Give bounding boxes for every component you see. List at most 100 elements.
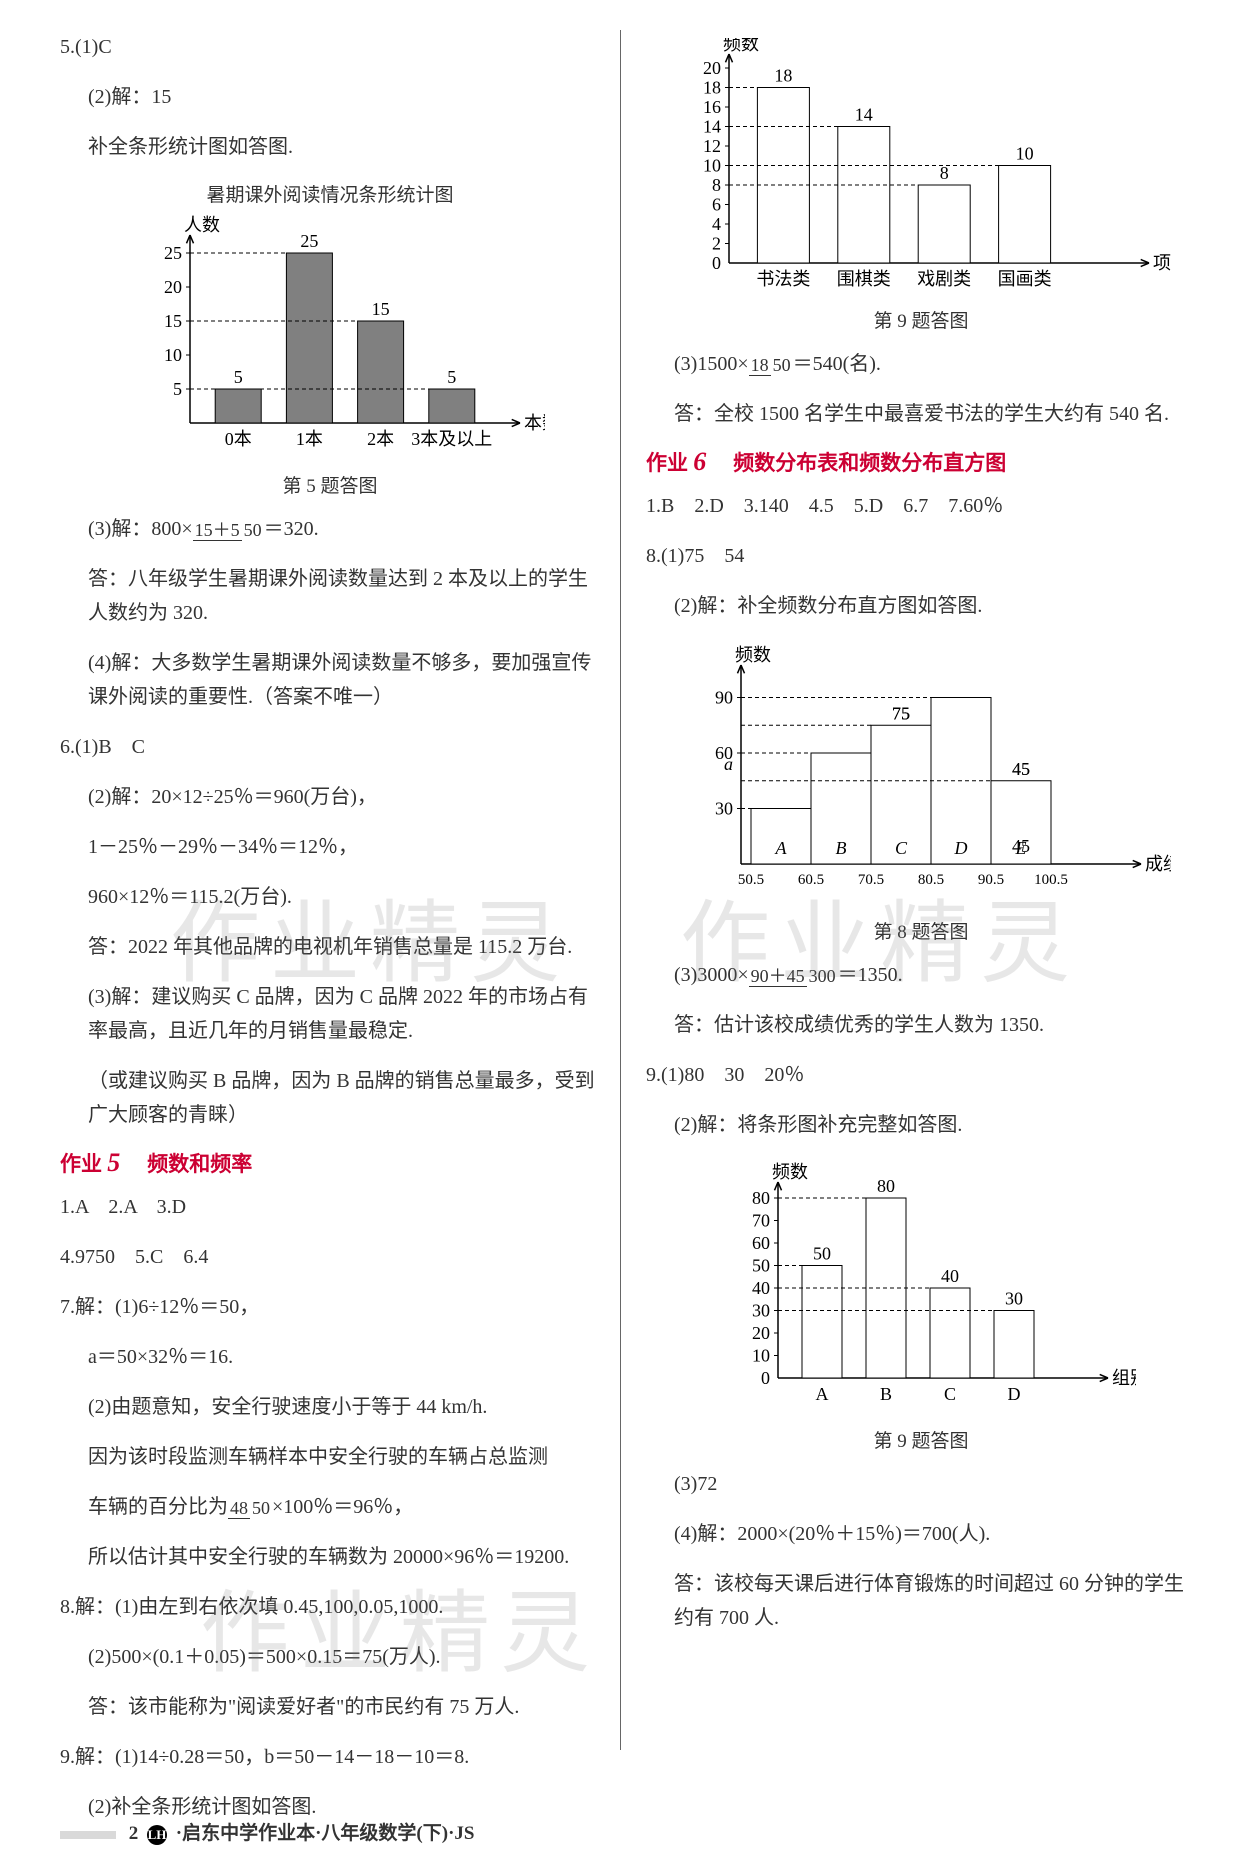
text-line: 4.9750 5.C 6.4 [60,1240,600,1274]
svg-text:3本及以上: 3本及以上 [411,429,492,449]
svg-text:25: 25 [164,243,182,263]
svg-text:E: E [1015,838,1027,858]
svg-text:50: 50 [813,1244,831,1264]
svg-text:10: 10 [703,156,721,176]
svg-text:60: 60 [752,1233,770,1253]
svg-text:80.5: 80.5 [918,872,944,888]
svg-text:30: 30 [715,799,733,819]
svg-text:60.5: 60.5 [798,872,824,888]
svg-text:20: 20 [752,1323,770,1343]
svg-text:0本: 0本 [225,429,252,449]
svg-text:B: B [836,838,847,858]
footer-bar-icon [60,1831,116,1839]
svg-text:20: 20 [703,58,721,78]
text-line: (2)由题意知，安全行驶速度小于等于 44 km/h. [60,1390,600,1424]
text-line: 7.解：(1)6÷12％＝50， [60,1290,600,1324]
chart9: 频数项目类型0246810121416182018书法类14围棋类8戏剧类10国… [671,38,1171,298]
text-line: 答：该市能称为"阅读爱好者"的市民约有 75 万人. [60,1690,600,1724]
svg-text:0: 0 [712,253,721,273]
svg-text:50.5: 50.5 [738,872,764,888]
footer-text: ·启东中学作业本·八年级数学(下)·JS [176,1823,475,1844]
svg-text:成绩/分: 成绩/分 [1145,854,1171,874]
chart8: 频数成绩/分306090a75754545AB75CD45E50.560.570… [671,639,1171,909]
svg-text:50: 50 [752,1256,770,1276]
svg-text:围棋类: 围棋类 [837,269,891,289]
text-line: (2)解：将条形图补充完整如答图. [646,1108,1196,1142]
text-line: (3)解：800×15＋550＝320. [60,512,600,546]
svg-text:90: 90 [715,688,733,708]
chart5: 人数本数51015202550本251本152本53本及以上 [115,213,545,463]
text-line: 1－25％－29％－34％＝12％， [60,830,600,864]
svg-text:75: 75 [892,703,910,723]
svg-text:C: C [944,1384,956,1404]
svg-text:a: a [724,754,733,774]
svg-text:14: 14 [703,117,721,137]
svg-text:30: 30 [1005,1289,1023,1309]
svg-text:戏剧类: 戏剧类 [917,269,971,289]
text-line: 9.解：(1)14÷0.28＝50，b＝50－14－18－10＝8. [60,1740,600,1774]
svg-text:2: 2 [712,234,721,254]
svg-text:30: 30 [752,1301,770,1321]
svg-text:12: 12 [703,136,721,156]
svg-text:频数: 频数 [723,38,759,54]
footer-badge: LH [147,1825,167,1845]
svg-text:40: 40 [752,1278,770,1298]
text-line: （或建议购买 B 品牌，因为 B 品牌的销售总量最多，受到广大顾客的青睐） [60,1064,600,1132]
svg-text:4: 4 [712,214,721,234]
text-line: 8.解：(1)由左到右依次填 0.45,100,0.05,1000. [60,1590,600,1624]
svg-text:书法类: 书法类 [756,269,810,289]
text-line: (2)解：20×12÷25％＝960(万台)， [60,780,600,814]
svg-text:A: A [816,1384,829,1404]
text-line: a＝50×32％＝16. [60,1340,600,1374]
chart9r: 频数组别0102030405060708050A80B40C30D [706,1158,1136,1418]
svg-text:0: 0 [761,1368,770,1388]
svg-text:6: 6 [712,195,721,215]
svg-text:10: 10 [1016,144,1034,164]
text-line: 5.(1)C [60,30,600,64]
text-line: 答：八年级学生暑期课外阅读数量达到 2 本及以上的学生人数约为 320. [60,562,600,630]
svg-text:45: 45 [1012,759,1030,779]
chart9r-caption: 第 9 题答图 [646,1426,1196,1453]
svg-text:18: 18 [774,66,792,86]
svg-text:项目类型: 项目类型 [1153,253,1171,273]
svg-text:100.5: 100.5 [1034,872,1068,888]
text-line: (3)3000×90＋45300＝1350. [646,958,1196,992]
text-line: 答：全校 1500 名学生中最喜爱书法的学生大约有 540 名. [646,397,1196,431]
svg-text:40: 40 [941,1266,959,1286]
svg-text:90.5: 90.5 [978,872,1004,888]
svg-text:70.5: 70.5 [858,872,884,888]
text-line: 所以估计其中安全行驶的车辆数为 20000×96％＝19200. [60,1540,600,1574]
chart9-caption: 第 9 题答图 [646,306,1196,333]
text-line: (4)解：大多数学生暑期课外阅读数量不够多，要加强宣传课外阅读的重要性.（答案不… [60,646,600,714]
svg-text:80: 80 [877,1176,895,1196]
svg-text:14: 14 [855,105,873,125]
text-line: (4)解：2000×(20％＋15％)＝700(人). [646,1517,1196,1551]
svg-text:5: 5 [234,367,243,387]
text-line: 答：估计该校成绩优秀的学生人数为 1350. [646,1008,1196,1042]
svg-text:频数: 频数 [772,1162,808,1182]
chart9-wrap: 频数项目类型0246810121416182018书法类14围棋类8戏剧类10国… [646,38,1196,333]
svg-text:10: 10 [752,1346,770,1366]
svg-text:频数: 频数 [735,645,771,665]
svg-text:20: 20 [164,277,182,297]
chart5-wrap: 暑期课外阅读情况条形统计图 人数本数51015202550本251本152本53… [60,180,600,498]
svg-text:A: A [775,838,788,858]
svg-text:D: D [1008,1384,1021,1404]
text-line: 960×12％＝115.2(万台). [60,880,600,914]
text-line: 车辆的百分比为4850×100％＝96％， [60,1490,600,1524]
svg-text:2本: 2本 [367,429,394,449]
text-line: 答：该校每天课后进行体育锻炼的时间超过 60 分钟的学生约有 700 人. [646,1567,1196,1635]
text-line: 1.A 2.A 3.D [60,1190,600,1224]
chart8-caption: 第 8 题答图 [646,917,1196,944]
svg-text:15: 15 [164,311,182,331]
text-line: 1.B 2.D 3.140 4.5 5.D 6.7 7.60％ [646,489,1196,523]
text-line: 补全条形统计图如答图. [60,130,600,164]
svg-text:C: C [895,838,908,858]
svg-text:B: B [880,1384,892,1404]
svg-text:18: 18 [703,78,721,98]
text-line: (2)解：15 [60,80,600,114]
text-line: 9.(1)80 30 20％ [646,1058,1196,1092]
svg-text:8: 8 [712,175,721,195]
svg-text:D: D [954,838,968,858]
left-column: 5.(1)C (2)解：15 补全条形统计图如答图. 暑期课外阅读情况条形统计图… [60,30,615,1840]
